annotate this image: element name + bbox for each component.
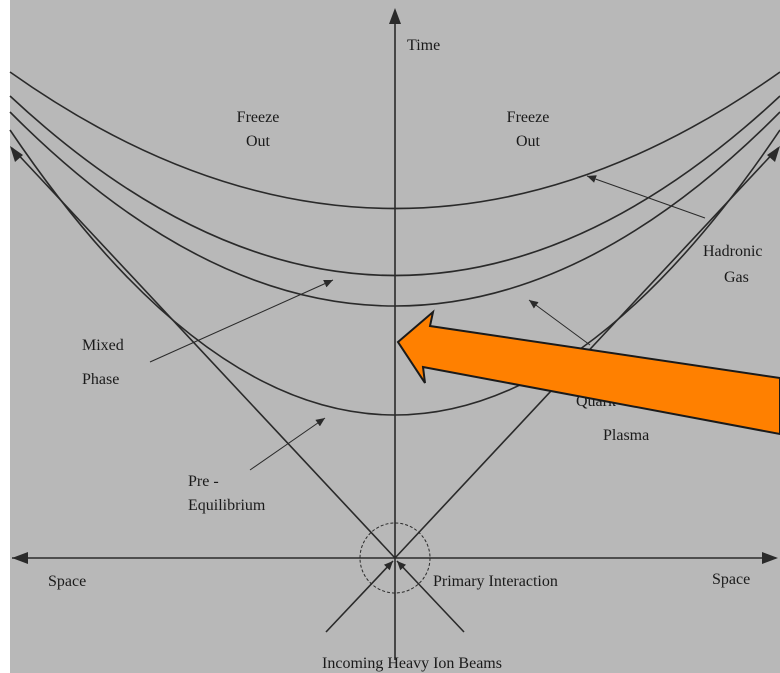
qgp-line2: Plasma: [603, 427, 649, 444]
time-axis-arrowhead-icon: [389, 8, 401, 24]
incoming-beams-label: Incoming Heavy Ion Beams: [322, 655, 502, 672]
freeze-out-right-line1: Freeze: [507, 109, 550, 126]
pointer-hadronic-gas: [586, 175, 706, 219]
space-axis-right-arrowhead-icon: [762, 552, 778, 564]
incoming-beam-left: [325, 560, 394, 633]
hyperbola-freeze-out: [9, 71, 780, 210]
primary-interaction-label: Primary Interaction: [433, 573, 558, 590]
freeze-out-right-line2: Out: [516, 133, 541, 150]
light-cone-left-arrowhead-icon: [10, 146, 23, 162]
light-cone-right-arrowhead-icon: [767, 146, 780, 162]
hyperbola-qgp-formation: [9, 129, 780, 416]
pointer-qgp: [528, 299, 591, 346]
incoming-beam-right: [396, 560, 465, 633]
space-axis-left-arrowhead-icon: [12, 552, 28, 564]
hadronic-gas-line2: Gas: [724, 269, 749, 286]
pre-equilibrium-line2: Equilibrium: [188, 497, 266, 514]
mixed-phase-line2: Phase: [82, 371, 119, 388]
hyperbola-mixed-phase: [9, 111, 780, 307]
space-label-left: Space: [48, 573, 86, 590]
light-cone-left: [11, 147, 396, 559]
mixed-phase-line1: Mixed: [82, 337, 124, 354]
freeze-out-left-line1: Freeze: [237, 109, 280, 126]
hadronic-gas-line1: Hadronic: [703, 243, 763, 260]
hyperbola-hadronization: [9, 95, 780, 277]
space-label-right: Space: [712, 571, 750, 588]
pre-equilibrium-line1: Pre -: [188, 473, 219, 490]
pointer-mixed-phase: [149, 279, 334, 363]
time-axis-label: Time: [407, 37, 440, 54]
primary-interaction-circle: [359, 522, 431, 594]
pointer-pre-equilibrium: [249, 417, 326, 471]
freeze-out-left-line2: Out: [246, 133, 271, 150]
orange-pointer-arrow-icon: [396, 309, 780, 436]
